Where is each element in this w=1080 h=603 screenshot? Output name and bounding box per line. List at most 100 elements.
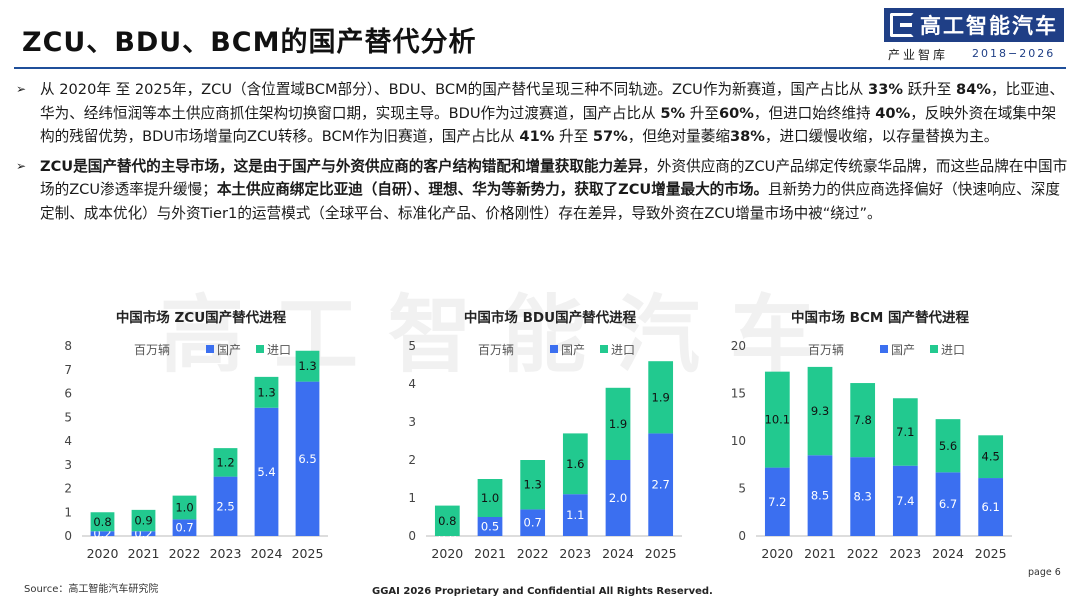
watermark: 高工智能汽车 [160,286,845,384]
bullet-text: 从 2020年 至 2025年，ZCU（含位置域BCM部分）、BDU、BCM的国… [40,81,1064,145]
y-tick-label: 6 [64,387,72,401]
y-tick-label: 4 [64,434,72,448]
brand-logo: 高工智能汽车 [884,8,1064,42]
bar-domestic [892,465,918,536]
page-number: page 6 [1028,567,1061,578]
legend-swatch [256,345,264,353]
legend-swatch [600,345,608,353]
data-label: 0.8 [93,515,111,529]
y-tick-label: 7 [64,363,72,377]
legend-swatch [206,345,214,353]
y-tick-label: 1 [64,505,72,519]
zcu-chart: 中国市场 ZCU国产替代进程 百万辆 国产 进口 0 1 2 3 4 5 6 7 8 0.2 0.8 2020… [38,302,358,576]
legend-unit: 百万辆 [478,343,514,357]
bar-import [935,419,961,473]
y-tick-label: 5 [64,410,72,424]
bar-domestic [90,531,115,536]
data-label: 10.1 [765,413,791,427]
data-label: 0.7 [175,521,193,535]
data-label: 0.9 [134,514,152,528]
data-label: 1.9 [609,417,627,431]
x-tick-label: 2023 [889,546,921,561]
y-tick-label: 8 [64,339,72,353]
bar-domestic [850,457,876,536]
x-tick-label: 2025 [975,546,1007,561]
legend-label: 进口 [267,343,291,357]
data-label: 1.0 [481,491,499,505]
bar-domestic [213,476,238,536]
data-label: 1.2 [216,455,234,469]
data-label: 4.5 [982,450,1000,464]
bold-text-segment: 41% [519,128,555,145]
bullet-item-2: ➢ ZCU是国产替代的主导市场，这是由于国产与外资供应商的客户结构错配和增量获取… [14,155,1069,226]
data-label: 0.8 [438,514,456,528]
y-tick-label: 0 [738,529,746,543]
legend-label: 国产 [217,343,241,357]
data-label: 1.3 [298,359,316,373]
bold-text-segment: 40% [875,104,911,122]
data-label: 1.1 [566,508,584,522]
bar-domestic [254,407,279,536]
data-label: 0.7 [524,516,542,530]
legend-label: 国产 [561,343,585,357]
chart-title: 中国市场 BCM 国产替代进程 [791,309,970,326]
data-label: 6.1 [982,500,1000,514]
bar-domestic [935,472,961,536]
data-label: 7.2 [768,495,786,509]
y-tick-label: 0 [408,529,416,543]
bullet-text: ZCU是国产替代的主导市场，这是由于国产与外资供应商的客户结构错配和增量获取能力… [40,158,1067,222]
data-label: 6.5 [298,452,316,466]
bold-text-segment: 57% [592,128,628,145]
bar-domestic [562,494,588,536]
bar-domestic [648,433,674,536]
chart-title: 中国市场 BDU国产替代进程 [464,309,637,326]
x-tick-label: 2025 [645,546,677,561]
logo-name: 高工智能汽车 [920,14,1058,38]
bar-import [562,433,588,495]
text-segment: ，但绝对量萎缩 [627,128,730,145]
text-segment: ，反映外资在域集中架构的残留优势，BDU市场增量向ZCU转移。BCM作为旧赛道，… [40,104,1057,146]
data-label: 8.5 [811,489,829,503]
bcm-chart: 中国市场 BCM 国产替代进程 百万辆 国产 进口 0 5 10 15 20 7.2 10.1 202… [712,302,1032,576]
y-tick-label: 3 [64,458,72,472]
data-label: 5.6 [939,439,957,453]
bold-text-segment: 60% [718,104,754,122]
text-segment: 升至 [554,128,593,145]
y-tick-label: 2 [64,482,72,496]
bar-import [892,398,918,466]
bold-text-segment: 84% [956,81,991,98]
y-tick-label: 2 [408,453,416,467]
data-label: 1.9 [652,390,670,404]
bar-import [978,435,1004,479]
chart-title: 中国市场 ZCU国产替代进程 [116,309,287,326]
arrow-bullet-icon: ➢ [16,82,27,96]
bar-import [477,479,503,517]
bullet-item-1: ➢ 从 2020年 至 2025年，ZCU（含位置域BCM部分）、BDU、BCM… [14,78,1069,149]
bar-import [807,366,833,456]
bar-import [254,376,279,408]
text-segment: ，但进口始终维持 [753,104,876,122]
bar-import [764,371,790,468]
text-segment: ，外资供应商的ZCU产品绑定传统豪华品牌，而这些品牌在中国市场的ZCU渗透率提升… [40,157,1068,199]
text-segment: 升至 [685,104,719,122]
data-label: 1.3 [257,385,275,399]
logo-years: 2018−2026 [972,47,1056,60]
bar-import [90,512,115,532]
bar-domestic [520,509,546,536]
x-tick-label: 2025 [292,546,324,561]
text-segment: 且新势力的供应商选择偏好（快速响应、深度定制、成本优化）与外资Tier1的运营模… [40,181,1060,222]
y-tick-label: 0 [64,529,72,543]
x-tick-label: 2023 [210,546,242,561]
bar-domestic [764,467,790,536]
logo-g-icon [890,13,914,37]
bold-text-segment: 33% [868,81,903,98]
x-tick-label: 2020 [761,546,793,561]
page-title: ZCU、BDU、BCM的国产替代分析 [22,27,477,58]
data-label: 1.0 [175,501,193,515]
x-tick-label: 2021 [474,546,506,561]
legend-unit: 百万辆 [134,343,170,357]
data-label: 7.1 [896,425,914,439]
legend-label: 进口 [611,343,635,357]
